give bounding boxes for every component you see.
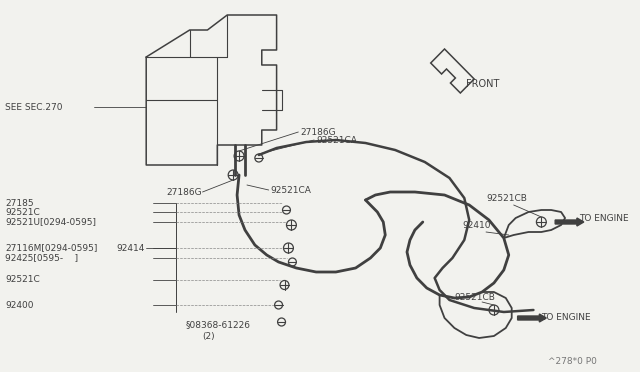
Text: 27186G: 27186G bbox=[300, 128, 336, 137]
Text: 92414: 92414 bbox=[116, 244, 145, 253]
Text: 27186G: 27186G bbox=[166, 187, 202, 196]
Text: TO ENGINE: TO ENGINE bbox=[541, 314, 591, 323]
Polygon shape bbox=[431, 49, 474, 93]
Text: FRONT: FRONT bbox=[467, 79, 500, 89]
Text: (2): (2) bbox=[202, 333, 215, 341]
Text: 92400: 92400 bbox=[5, 301, 33, 310]
Text: 92521U[0294-0595]: 92521U[0294-0595] bbox=[5, 218, 96, 227]
Text: 92521CA: 92521CA bbox=[316, 135, 357, 144]
Text: SEE SEC.270: SEE SEC.270 bbox=[5, 103, 63, 112]
Text: 92521CB: 92521CB bbox=[486, 193, 527, 202]
Text: TO ENGINE: TO ENGINE bbox=[579, 214, 628, 222]
Text: 92521CA: 92521CA bbox=[271, 186, 312, 195]
FancyArrow shape bbox=[518, 314, 547, 322]
Text: ^278*0 P0: ^278*0 P0 bbox=[548, 357, 597, 366]
Text: §08368-61226: §08368-61226 bbox=[186, 321, 251, 330]
Text: 92521CB: 92521CB bbox=[454, 294, 495, 302]
Text: 92425[0595-    ]: 92425[0595- ] bbox=[5, 253, 78, 263]
Text: 92521C: 92521C bbox=[5, 276, 40, 285]
Text: 27185: 27185 bbox=[5, 199, 33, 208]
FancyArrow shape bbox=[555, 218, 584, 226]
Text: 92410: 92410 bbox=[462, 221, 491, 230]
Text: 92521C: 92521C bbox=[5, 208, 40, 217]
Text: 27116M[0294-0595]: 27116M[0294-0595] bbox=[5, 244, 97, 253]
